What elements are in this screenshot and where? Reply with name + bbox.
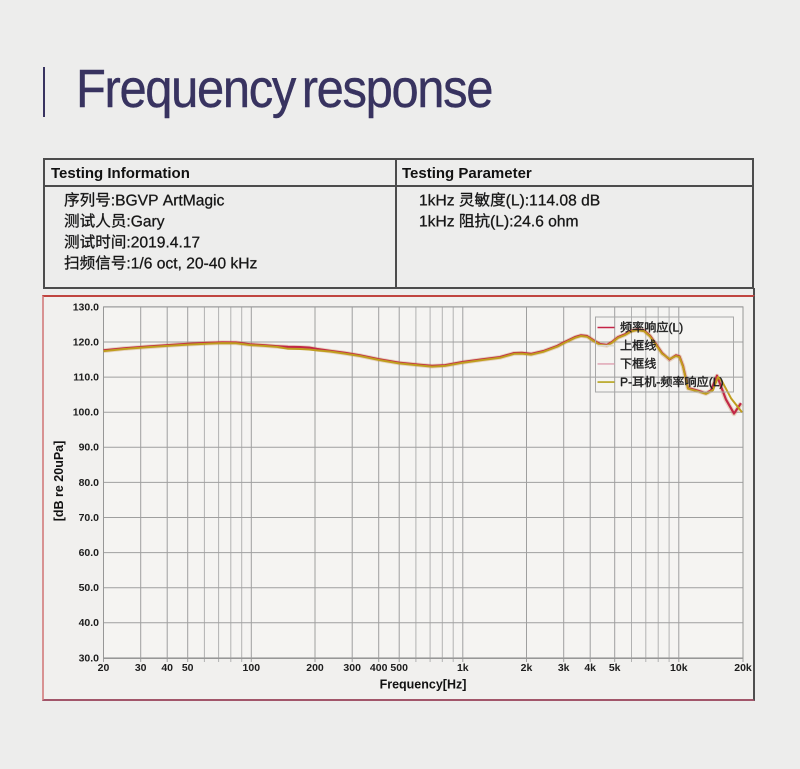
svg-text:[dB re 20uPa]: [dB re 20uPa] xyxy=(52,440,66,521)
svg-text:110.0: 110.0 xyxy=(73,371,99,383)
svg-text:2k: 2k xyxy=(521,662,533,674)
svg-text:300: 300 xyxy=(343,662,361,674)
svg-text:20k: 20k xyxy=(734,662,752,674)
svg-text:500: 500 xyxy=(390,662,408,674)
svg-text:Frequency[Hz]: Frequency[Hz] xyxy=(380,677,467,691)
svg-text:100: 100 xyxy=(243,662,261,674)
svg-text:130.0: 130.0 xyxy=(73,301,99,313)
svg-text:90.0: 90.0 xyxy=(79,441,100,453)
svg-text:50: 50 xyxy=(182,662,194,674)
svg-text:30: 30 xyxy=(135,662,147,674)
svg-text:60.0: 60.0 xyxy=(79,547,100,559)
svg-text:30.0: 30.0 xyxy=(79,652,100,664)
svg-text:80.0: 80.0 xyxy=(79,476,100,488)
svg-text:40: 40 xyxy=(161,662,173,674)
svg-text:40.0: 40.0 xyxy=(79,617,100,629)
svg-text:3k: 3k xyxy=(558,662,570,674)
svg-text:400: 400 xyxy=(370,662,388,674)
svg-text:100.0: 100.0 xyxy=(73,406,99,418)
svg-text:200: 200 xyxy=(306,662,324,674)
svg-text:20: 20 xyxy=(98,662,110,674)
svg-text:5k: 5k xyxy=(609,662,621,674)
svg-text:120.0: 120.0 xyxy=(73,336,99,348)
svg-text:1k: 1k xyxy=(457,662,469,674)
svg-text:10k: 10k xyxy=(670,662,688,674)
svg-text:4k: 4k xyxy=(584,662,596,674)
svg-text:50.0: 50.0 xyxy=(79,582,100,594)
svg-text:70.0: 70.0 xyxy=(79,511,100,523)
